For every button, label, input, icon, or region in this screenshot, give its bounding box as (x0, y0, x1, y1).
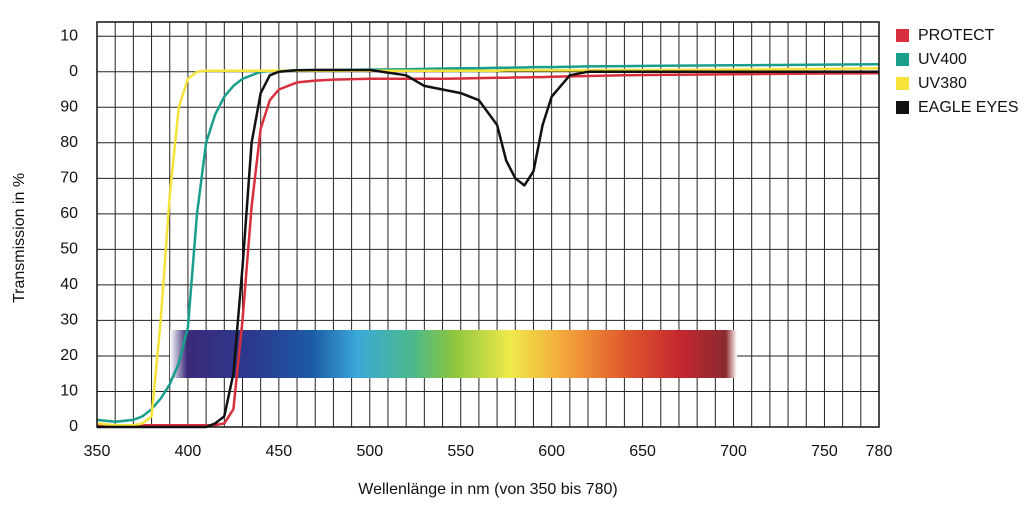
legend-label: UV400 (918, 51, 967, 68)
legend-swatch (896, 77, 909, 90)
plot-frame (96, 21, 880, 428)
x-tick-label: 700 (720, 443, 747, 460)
legend-swatch (896, 101, 909, 114)
legend-swatch (896, 53, 909, 66)
y-tick-label: 0 (69, 418, 78, 435)
y-tick-label: 10 (60, 383, 78, 400)
x-tick-label: 550 (447, 443, 474, 460)
y-tick-label: 70 (60, 170, 78, 187)
y-tick-label: 50 (60, 241, 78, 258)
x-tick-label: 650 (629, 443, 656, 460)
x-tick-label: 600 (538, 443, 565, 460)
y-tick-label: 90 (60, 98, 78, 115)
legend-label: EAGLE EYES (918, 99, 1019, 116)
series-line (97, 71, 880, 427)
y-tick-label: 0 (69, 63, 78, 80)
x-axis-label: Wellenlänge in nm (von 350 bis 780) (358, 481, 617, 498)
y-tick-label: 40 (60, 276, 78, 293)
y-axis-label: Transmission in % (11, 173, 28, 303)
x-tick-label: 500 (356, 443, 383, 460)
x-tick-label: 350 (84, 443, 111, 460)
legend-label: UV380 (918, 75, 967, 92)
legend-swatch (896, 29, 909, 42)
x-tick-label: 400 (175, 443, 202, 460)
legend-label: PROTECT (918, 27, 995, 44)
x-tick-label: 450 (266, 443, 293, 460)
x-tick-label: 750 (811, 443, 838, 460)
y-tick-label: 60 (60, 205, 78, 222)
x-tick-label: 780 (866, 443, 893, 460)
y-tick-label: 30 (60, 312, 78, 329)
y-tick-label: 20 (60, 347, 78, 364)
y-tick-label: 80 (60, 134, 78, 151)
y-tick-label: 10 (60, 27, 78, 44)
spectrum-band (170, 330, 737, 378)
